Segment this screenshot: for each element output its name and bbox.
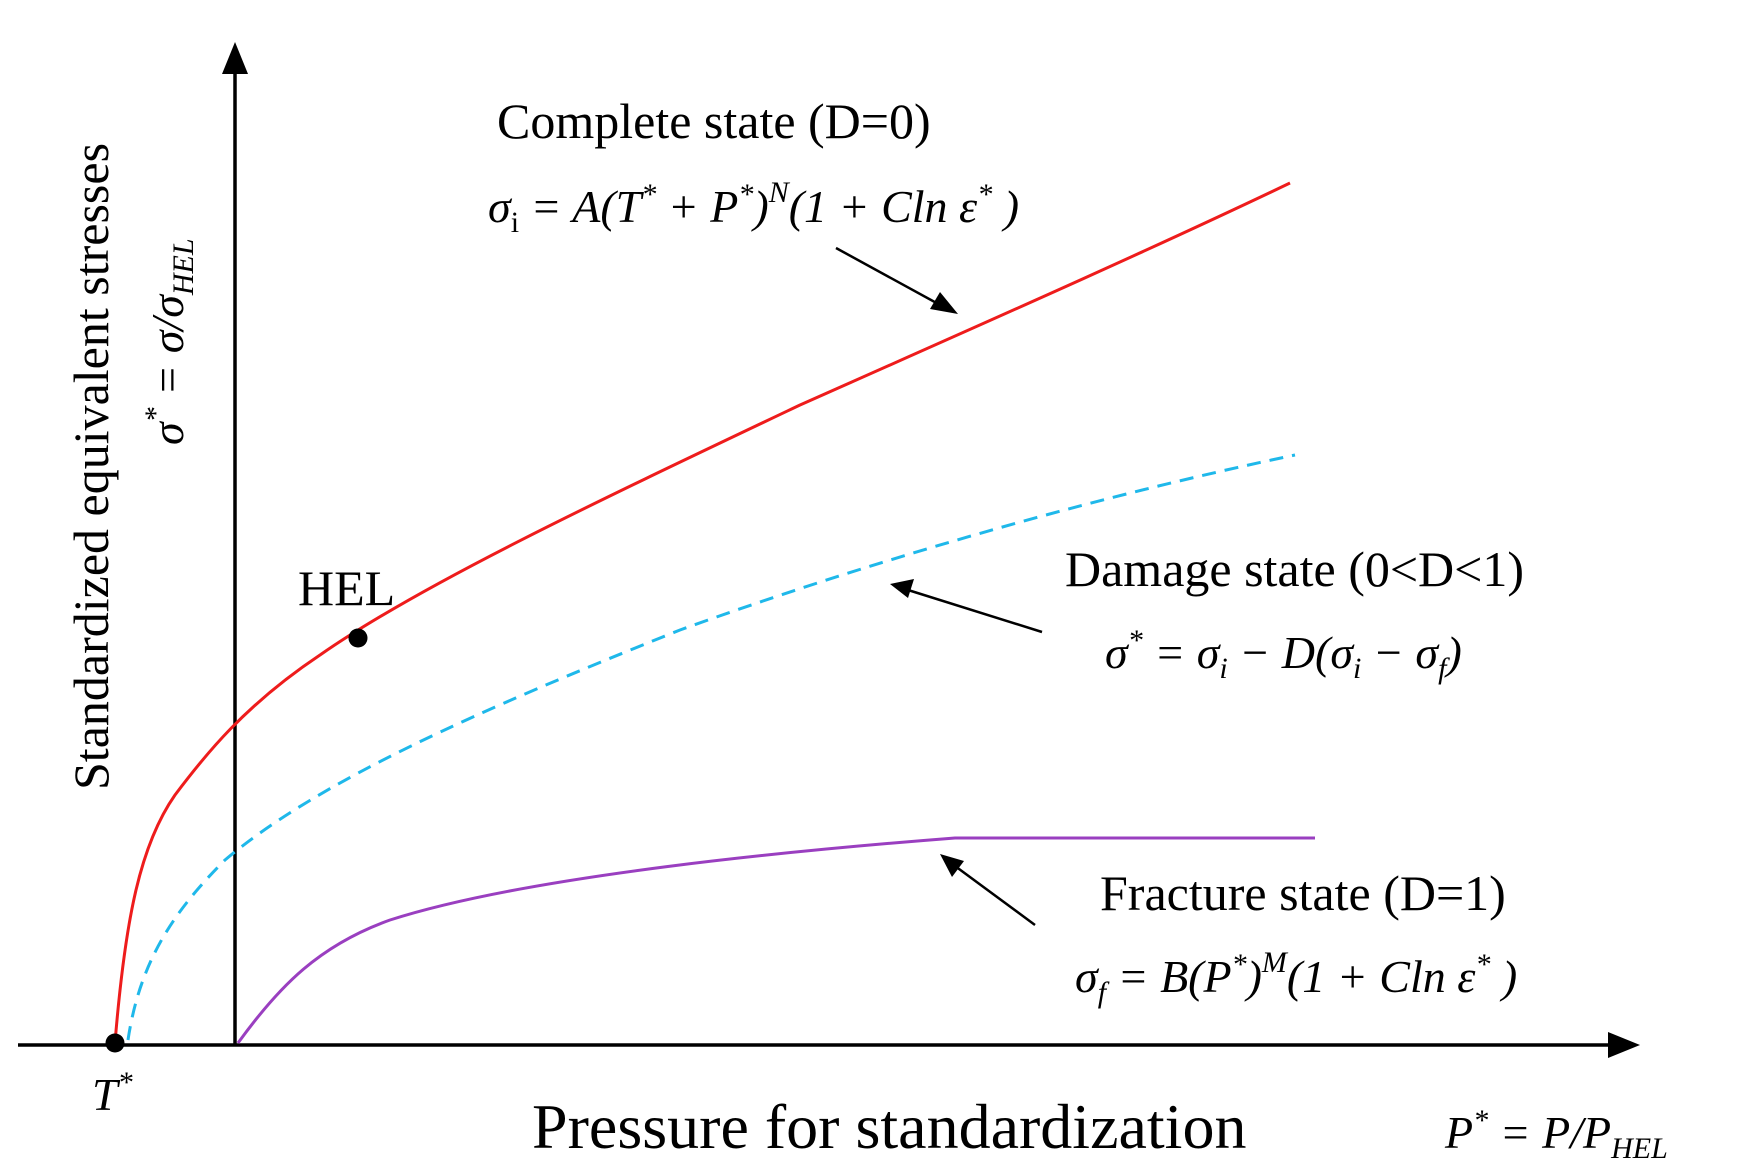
x-axis-arrowhead [1608,1032,1640,1058]
fracture-state-equation: σf = B(P*)M(1 + Cln ε* ) [1075,946,1517,1009]
complete-state-pointer [835,246,958,314]
damage-state-title: Damage state (0<D<1) [1065,541,1524,597]
x-axis-definition: P* = P/PHEL [1444,1104,1668,1165]
t-star-point [105,1033,125,1053]
y-axis-definition: σ* = σ/σHEL [139,238,200,445]
complete-state-equation: σi = A(T* + P*)N(1 + Cln ε* ) [488,176,1019,239]
t-star-label: T* [92,1066,133,1120]
fracture-state-title: Fracture state (D=1) [1100,865,1506,921]
fracture-state-curve [236,836,1315,1044]
y-axis-title: Standardized equivalent stresses [63,143,119,790]
x-axis-title: Pressure for standardization [532,1091,1246,1162]
damage-state-pointer [890,579,1043,634]
damage-state-curve [126,453,1296,1041]
damage-state-equation: σ* = σi − D(σi − σf) [1105,624,1462,685]
fracture-state-pointer [940,854,1036,927]
complete-state-curve [113,181,1291,1044]
hel-label: HEL [298,560,395,616]
y-axis-arrowhead [222,42,248,74]
complete-state-title: Complete state (D=0) [497,93,931,149]
hel-point [348,628,368,648]
